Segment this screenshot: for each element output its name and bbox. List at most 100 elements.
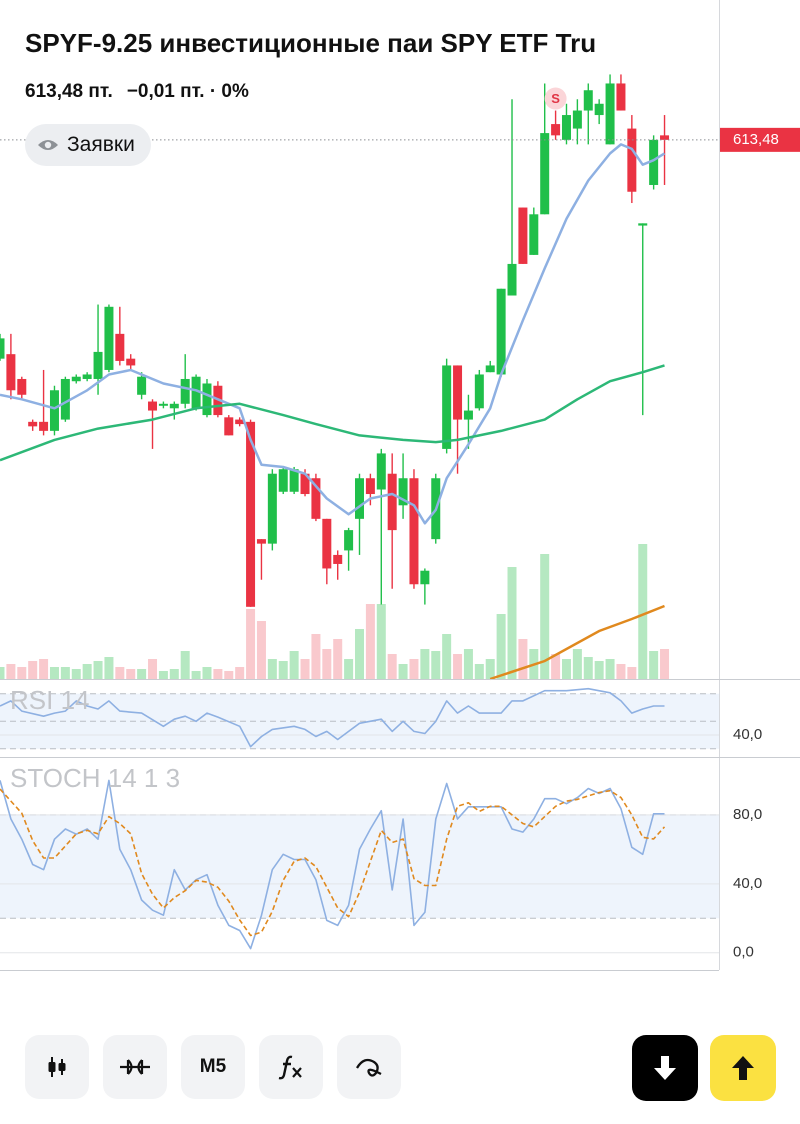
volume-bar [126, 669, 136, 679]
candle-body [605, 83, 615, 145]
candle-body [6, 354, 16, 391]
volume-bar [224, 671, 234, 679]
candle-body [158, 403, 168, 406]
volume-bar [202, 667, 212, 679]
volume-bar [660, 649, 670, 679]
volume-bar [583, 657, 593, 679]
volume-bar [256, 621, 266, 679]
volume-bar [572, 649, 582, 679]
candle-body [278, 469, 288, 492]
y-tick-label: 0,0 [733, 944, 754, 961]
volume-bar [355, 629, 364, 679]
candle-body [93, 351, 103, 379]
candles-icon [48, 1057, 66, 1077]
candle-body [496, 288, 506, 375]
candle-body [453, 365, 463, 420]
drawing-icon [356, 1058, 382, 1077]
candle-body [638, 223, 648, 226]
candle-body [518, 207, 528, 264]
volume-bar [561, 659, 571, 679]
volume-bar [115, 667, 125, 679]
volume-bar [235, 667, 245, 679]
functions-button[interactable] [259, 1035, 323, 1099]
candle-body [289, 469, 299, 492]
drawing-button[interactable] [337, 1035, 401, 1099]
volume-bar [60, 667, 70, 679]
candle-body [191, 376, 201, 409]
orders-button[interactable]: Заявки [25, 124, 151, 166]
sell-button[interactable] [632, 1035, 698, 1101]
candle-body [561, 115, 571, 140]
volume-bar [213, 669, 223, 679]
y-tick-label: 40,0 [733, 726, 762, 743]
chart-type-button[interactable] [25, 1035, 89, 1099]
chart: 613,48 S 40,0 RSI 14 0,0 40,0 80,0 STOCH 14 1 3 [0, 0, 800, 971]
candle-body [333, 554, 343, 564]
last-price-label: 613,48 [733, 131, 779, 148]
candle-body [246, 421, 256, 607]
candle-body [442, 365, 452, 449]
volume-bar [180, 651, 190, 679]
candle-body [344, 530, 354, 551]
volume-bar [158, 671, 168, 679]
candle-body [224, 417, 234, 436]
volume-bar [191, 671, 201, 679]
volume-bar [605, 659, 615, 679]
candle-body [49, 390, 59, 431]
volume-bar [300, 659, 310, 679]
candle-body [649, 139, 659, 185]
candle-body [17, 378, 27, 395]
candle-body [235, 419, 245, 425]
volume-bar [453, 654, 463, 679]
candle-body [137, 376, 147, 395]
volume-bar [496, 614, 506, 679]
moving-average-line [0, 364, 665, 462]
candle-body [529, 214, 539, 255]
grid-layer [0, 693, 719, 954]
candle-body [551, 124, 561, 136]
volume-bar [344, 659, 354, 679]
current-price: 613,48 пт. [25, 81, 113, 102]
volume-bar [638, 544, 648, 679]
y-tick-label: 80,0 [733, 806, 762, 823]
down-arrow-icon [654, 1056, 676, 1080]
candle-body [256, 539, 266, 544]
level-band [0, 814, 719, 919]
candle-body [540, 133, 550, 215]
candle-body [267, 473, 277, 544]
volume-bar [474, 664, 484, 679]
candle-body [311, 478, 321, 519]
price-change: −0,01 пт. · 0% [126, 81, 249, 102]
volume-bar [0, 667, 5, 679]
volume-bar [28, 661, 38, 679]
timeframe-button[interactable]: M5 [181, 1035, 245, 1099]
candle-body [71, 376, 81, 382]
candle-body [0, 338, 5, 359]
candle-body [627, 128, 637, 192]
volume-bar [616, 664, 626, 679]
pane-title: STOCH 14 1 3 [10, 763, 180, 793]
instrument-title: SPYF-9.25 инвестиционные паи SPY ETF Tru [25, 28, 597, 58]
fx-icon [278, 1055, 302, 1080]
volume-bar [82, 664, 92, 679]
candle-body [660, 135, 670, 140]
marks-layer [0, 74, 719, 950]
volume-bar [485, 659, 495, 679]
timeframe-label: M5 [199, 1056, 227, 1077]
indicator-line [0, 687, 665, 748]
candle-body [202, 383, 212, 416]
volume-bar [93, 661, 103, 679]
volume-bar [365, 604, 375, 679]
volume-bar [594, 661, 604, 679]
last-price-box [720, 127, 800, 152]
level-band [0, 693, 719, 749]
candle-body [169, 403, 179, 409]
candle-body [322, 518, 332, 569]
volume-average-line [489, 604, 665, 681]
candle-body [300, 473, 310, 495]
candle-body [60, 378, 70, 420]
buy-button[interactable] [710, 1035, 776, 1101]
volume-bar [649, 651, 659, 679]
candle-body [365, 478, 375, 495]
indicators-button[interactable] [103, 1035, 167, 1099]
